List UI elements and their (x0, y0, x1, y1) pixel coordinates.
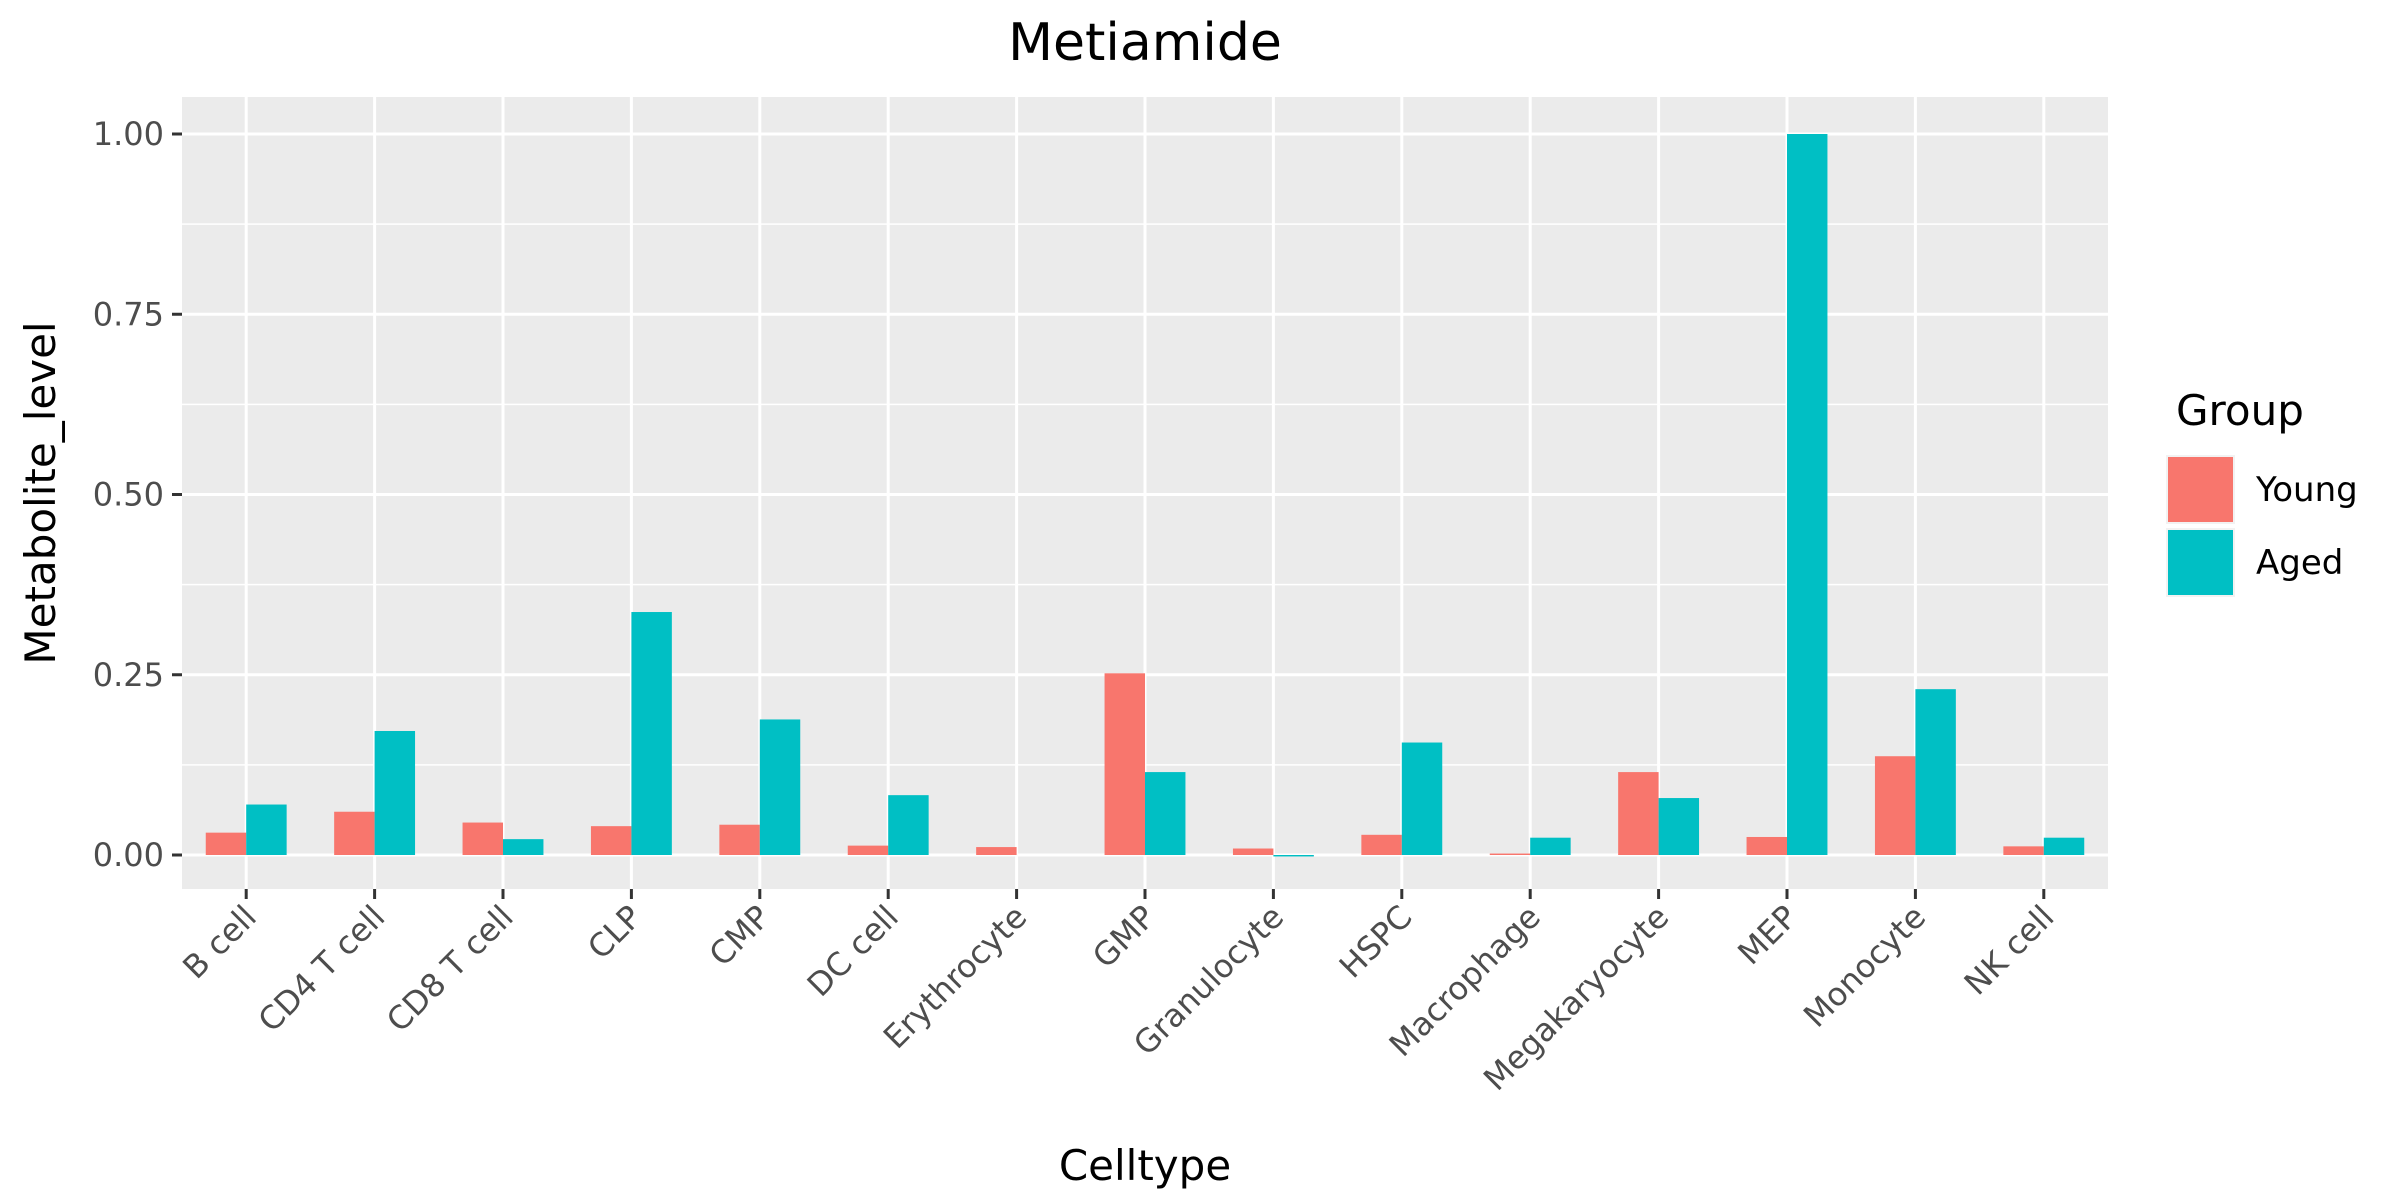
y-tick-label: 0.25 (93, 656, 164, 694)
bar-young-cmp (719, 824, 760, 855)
bar-young-dc-cell (847, 845, 889, 855)
x-tick-label: DC cell (800, 898, 906, 1004)
x-tick-label: CMP (702, 898, 778, 974)
bar-young-hspc (1361, 834, 1402, 855)
legend: Group Young Aged (2166, 386, 2358, 597)
bar-aged-b-cell (246, 804, 287, 855)
x-tick-label: NK cell (1957, 898, 2062, 1003)
x-tick-label: B cell (175, 898, 264, 987)
bar-young-clp (590, 826, 632, 855)
bar-aged-mep (1787, 134, 1828, 855)
bar-young-monocyte (1874, 756, 1916, 855)
x-axis-title: Celltype (1059, 1141, 1231, 1190)
bar-young-erythrocyte (976, 847, 1017, 855)
x-tick-label: CD8 T cell (379, 898, 521, 1040)
legend-key-young (2168, 457, 2233, 522)
x-tick-label: HSPC (1332, 898, 1420, 986)
bar-young-cd4-t-cell (334, 811, 375, 855)
bar-aged-clp (631, 612, 672, 855)
bar-young-cd8-t-cell (462, 822, 503, 855)
y-axis-title: Metabolite_level (16, 321, 65, 664)
bar-young-b-cell (205, 832, 247, 855)
legend-title: Group (2176, 386, 2304, 435)
bar-aged-gmp (1145, 772, 1186, 855)
x-tick-label: CLP (580, 898, 649, 967)
bar-young-granulocyte (1232, 848, 1274, 855)
y-tick-label: 0.75 (93, 295, 164, 333)
bars-layer (205, 134, 2085, 857)
bar-aged-granulocyte (1273, 855, 1314, 857)
y-tick-label: 0.50 (93, 476, 164, 514)
legend-label-aged: Aged (2256, 543, 2343, 583)
legend-label-young: Young (2255, 470, 2358, 510)
bar-young-nk-cell (2003, 846, 2044, 855)
y-tick-label: 0.00 (93, 836, 164, 874)
bar-young-megakaryocyte (1618, 772, 1659, 855)
bar-young-macrophage (1489, 853, 1531, 855)
y-tick-label: 1.00 (93, 115, 164, 153)
bar-aged-nk-cell (2043, 837, 2085, 855)
bar-aged-monocyte (1915, 689, 1956, 855)
x-tick-label: GMP (1085, 898, 1163, 976)
legend-key-aged (2168, 530, 2233, 595)
bar-aged-hspc (1401, 742, 1443, 855)
bar-aged-megakaryocyte (1658, 798, 1700, 855)
bar-aged-dc-cell (888, 795, 929, 855)
x-tick-label: MEP (1730, 898, 1804, 972)
bar-aged-cd4-t-cell (374, 730, 416, 855)
plot-title: Metiamide (1008, 13, 1282, 73)
x-tick-label: CD4 T cell (251, 898, 393, 1040)
bar-young-gmp (1104, 673, 1145, 855)
bar-aged-cmp (759, 719, 801, 855)
x-tick-label: Monocyte (1796, 898, 1933, 1035)
bar-aged-cd8-t-cell (503, 839, 544, 855)
bar-young-mep (1746, 836, 1787, 855)
bar-aged-macrophage (1530, 837, 1571, 855)
